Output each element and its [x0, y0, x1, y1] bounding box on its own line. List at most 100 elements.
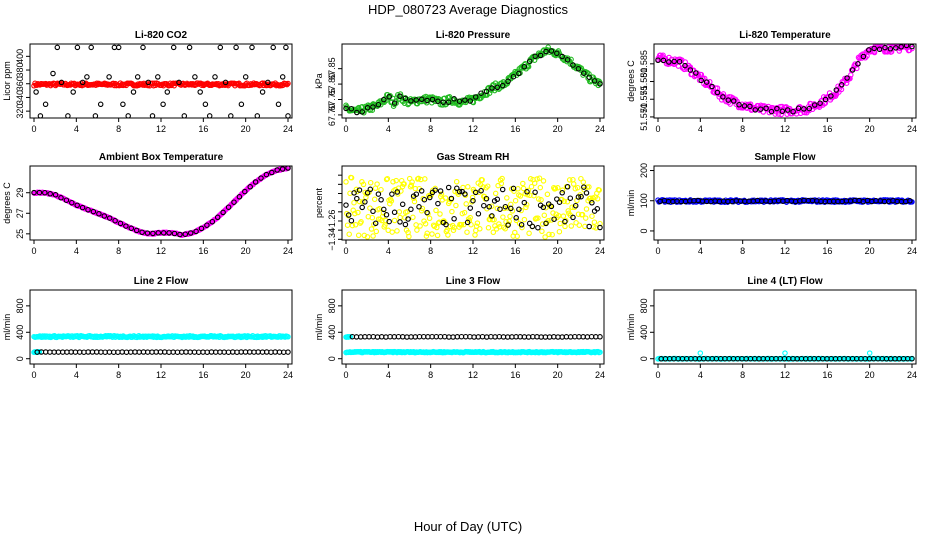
data-point [456, 188, 463, 195]
data-point [693, 70, 699, 76]
data-point [397, 93, 403, 100]
data-point [364, 190, 371, 196]
panel-title: Li-820 Temperature [739, 30, 831, 41]
data-point [589, 200, 595, 206]
data-point [510, 73, 517, 80]
data-point [429, 96, 436, 103]
data-point [449, 208, 455, 215]
data-point [676, 58, 683, 65]
data-point [554, 50, 560, 57]
data-point [548, 203, 555, 210]
data-point [909, 45, 915, 52]
data-point [581, 70, 587, 76]
data-point [524, 189, 530, 195]
data-point [586, 74, 592, 80]
x-tick-label: 16 [822, 124, 832, 134]
panel-line4: Line 4 (LT) Flow ml/min 0 4 8 12 16 20 24 0 400 800 [626, 276, 917, 380]
data-point [402, 95, 409, 102]
data-point [423, 233, 430, 239]
data-point [170, 44, 177, 51]
data-point [513, 217, 520, 224]
data-point [541, 212, 548, 219]
data-point [597, 220, 603, 227]
data-point [844, 75, 850, 81]
data-point [507, 213, 513, 220]
data-point [597, 349, 603, 355]
x-tick-label: 16 [510, 124, 520, 134]
data-point [864, 53, 870, 59]
data-point [222, 79, 229, 86]
plot-area [343, 44, 603, 116]
x-tick-label: 20 [241, 246, 251, 256]
data-point [563, 217, 569, 224]
data-point [498, 180, 505, 187]
data-point [583, 206, 590, 212]
data-point [860, 53, 867, 60]
data-point [386, 218, 392, 225]
data-point [394, 228, 400, 234]
data-point [106, 74, 112, 80]
data-point [535, 215, 541, 221]
data-point [383, 212, 390, 218]
data-point [368, 226, 375, 232]
x-tick-label: 4 [74, 246, 79, 256]
data-point [33, 89, 39, 95]
data-point [391, 209, 398, 216]
x-tick-label: 0 [655, 370, 660, 380]
data-point [117, 220, 124, 227]
y-tick-label: 400 [15, 49, 25, 64]
data-point [698, 77, 704, 84]
data-point [420, 195, 426, 202]
data-point [502, 203, 509, 210]
data-point [489, 85, 495, 91]
data-point [355, 209, 361, 216]
data-point [111, 44, 118, 51]
data-point [378, 186, 384, 193]
data-point [478, 90, 484, 96]
data-point [65, 113, 71, 118]
x-tick-label: 0 [343, 246, 348, 256]
data-point [586, 223, 592, 230]
data-point [47, 191, 53, 197]
panel-title: Line 3 Flow [446, 276, 501, 287]
plot-area [343, 333, 603, 356]
data-point [367, 186, 374, 193]
y-axis-label: degrees C [2, 182, 12, 224]
data-point [806, 107, 812, 114]
data-point [490, 229, 497, 236]
data-point [186, 44, 193, 51]
data-point [564, 198, 571, 205]
data-point [149, 113, 156, 118]
data-point [166, 230, 172, 236]
data-point [467, 205, 474, 211]
data-point [526, 230, 532, 237]
data-point [182, 231, 189, 237]
data-point [488, 203, 495, 209]
y-tick-label: 25 [15, 229, 25, 239]
data-point [747, 103, 753, 110]
x-tick-label: 20 [865, 370, 875, 380]
data-point [560, 213, 567, 219]
x-tick-label: 24 [283, 370, 293, 380]
data-point [575, 66, 582, 72]
y-tick-label: 360 [15, 76, 25, 91]
data-point [386, 94, 392, 100]
data-point [79, 79, 86, 86]
data-point [497, 206, 503, 212]
data-point [576, 222, 583, 228]
data-point [570, 214, 576, 221]
y-tick-label: 800 [327, 298, 337, 313]
data-point [209, 218, 216, 225]
data-point [570, 181, 577, 187]
y-tick-label: 100 [639, 193, 649, 208]
data-point [355, 232, 362, 239]
data-point [139, 229, 145, 236]
data-point [508, 205, 514, 212]
data-point [893, 45, 899, 51]
y-tick-label: 51.580 [639, 68, 649, 96]
data-point [709, 83, 715, 90]
series-black [31, 166, 291, 238]
data-point [375, 101, 382, 108]
data-point [529, 223, 536, 230]
x-tick-label: 12 [468, 124, 478, 134]
